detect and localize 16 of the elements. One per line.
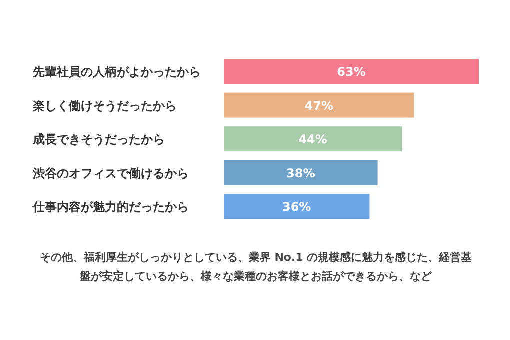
bar (224, 92, 414, 118)
data-label: 38% (286, 166, 316, 180)
y-tick-label: 先輩社員の人柄がよかったから (32, 65, 201, 79)
data-label: 63% (337, 65, 366, 79)
data-label: 44% (298, 132, 328, 147)
bar (224, 126, 402, 152)
bar (224, 194, 370, 220)
y-tick-label: 楽しく働けそうだったから (32, 98, 177, 113)
text: その他、福利厚生がしっかりとしている、業界 No.1 の規模感に魅力を感じた、経営基盤が安定しているから、様々な業種のお客様とお話ができるから、など (38, 250, 474, 285)
y-tick-label: 渋谷のオフィスで働けるから (32, 166, 189, 180)
bar (224, 160, 378, 186)
y-tick-label: 成長できそうだったから (32, 132, 165, 147)
bar (224, 59, 479, 84)
data-label: 47% (304, 98, 334, 113)
data-label: 36% (282, 200, 312, 214)
y-tick-label: 仕事内容が魅力的だったから (32, 200, 189, 214)
